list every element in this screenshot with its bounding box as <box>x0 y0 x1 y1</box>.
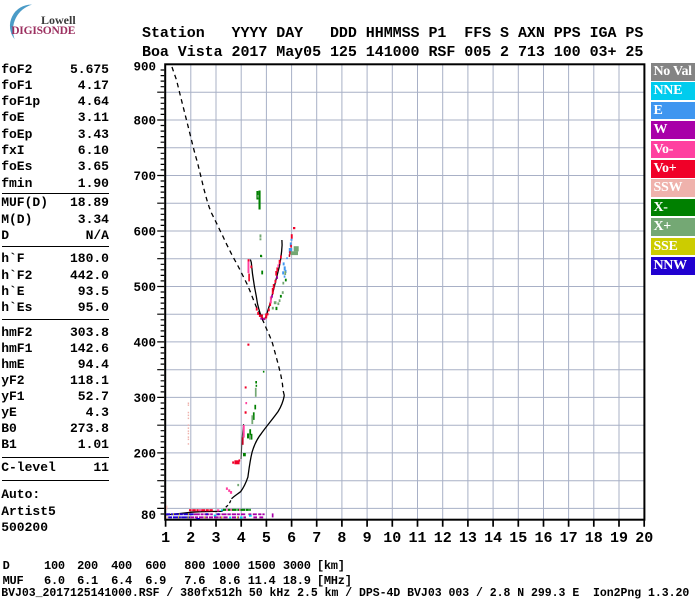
svg-text:4: 4 <box>237 530 246 547</box>
svg-text:18: 18 <box>585 530 603 547</box>
svg-text:500: 500 <box>133 281 156 295</box>
svg-text:200: 200 <box>133 447 156 461</box>
svg-text:800: 800 <box>133 114 156 128</box>
svg-text:17: 17 <box>560 530 578 547</box>
svg-text:10: 10 <box>383 530 401 547</box>
svg-text:1: 1 <box>161 530 170 547</box>
svg-text:13: 13 <box>459 530 477 547</box>
svg-text:300: 300 <box>133 392 156 406</box>
svg-text:600: 600 <box>133 225 156 239</box>
svg-text:20: 20 <box>635 530 653 547</box>
svg-text:11: 11 <box>408 530 426 547</box>
svg-text:400: 400 <box>133 336 156 350</box>
svg-text:12: 12 <box>434 530 452 547</box>
svg-text:5: 5 <box>262 530 271 547</box>
svg-text:16: 16 <box>534 530 552 547</box>
svg-text:80: 80 <box>141 509 156 523</box>
svg-text:14: 14 <box>484 530 502 547</box>
svg-text:7: 7 <box>312 530 321 547</box>
svg-text:9: 9 <box>363 530 372 547</box>
svg-text:8: 8 <box>337 530 346 547</box>
svg-text:3: 3 <box>211 530 220 547</box>
svg-text:19: 19 <box>610 530 628 547</box>
svg-text:2: 2 <box>186 530 195 547</box>
svg-text:900: 900 <box>133 61 156 75</box>
svg-text:700: 700 <box>133 170 156 184</box>
svg-text:15: 15 <box>509 530 527 547</box>
svg-text:6: 6 <box>287 530 296 547</box>
